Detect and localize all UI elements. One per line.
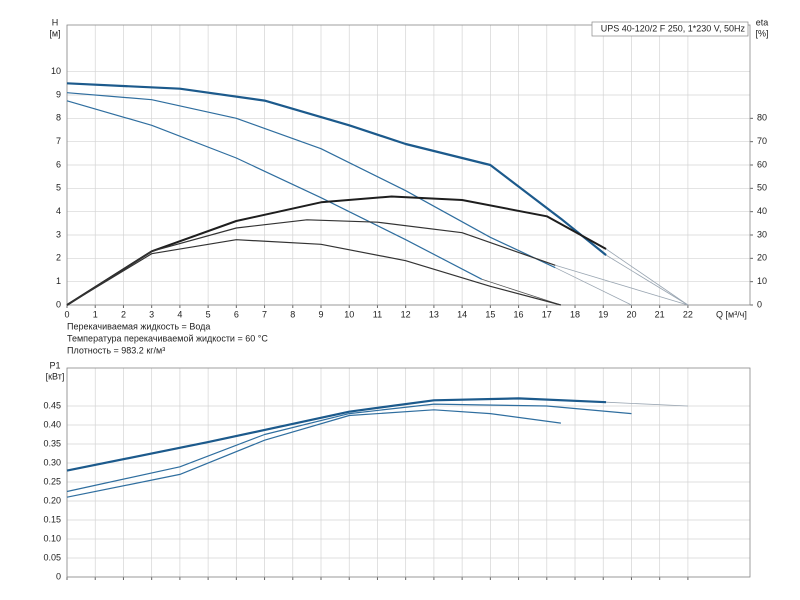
curve: [605, 248, 689, 306]
curve: [66, 219, 556, 306]
y2-axis-label: eta: [756, 17, 769, 27]
y-tick-label: 0: [56, 299, 61, 309]
title-box: [591, 21, 749, 37]
y2-tick-label: 70: [757, 136, 767, 146]
y-tick-label: 6: [56, 159, 61, 169]
curve: [66, 409, 561, 498]
x-tick-label: 8: [290, 309, 295, 319]
y-tick-label: 7: [56, 136, 61, 146]
y-axis-unit: [кВт]: [46, 371, 65, 381]
x-tick-label: 22: [683, 309, 693, 319]
y-axis-label: P1: [49, 360, 60, 370]
y-tick-label: 10: [51, 66, 61, 76]
y-tick-label: 5: [56, 183, 61, 193]
x-tick-label: 12: [401, 309, 411, 319]
annotation: Перекачиваемая жидкость = Вода: [67, 321, 210, 331]
x-tick-label: 16: [514, 309, 524, 319]
curve: [66, 239, 562, 306]
x-axis-label: Q [м³/ч]: [716, 309, 747, 319]
y-tick-label: 0.10: [43, 533, 61, 543]
y-tick-label: 8: [56, 113, 61, 123]
curve: [66, 397, 607, 472]
x-tick-label: 6: [234, 309, 239, 319]
curve: [481, 278, 562, 306]
y-tick-label: 0.40: [43, 419, 61, 429]
curve: [555, 264, 689, 306]
x-tick-label: 3: [149, 309, 154, 319]
chart-title: UPS 40-120/2 F 250, 1*230 V, 50Hz: [601, 23, 746, 33]
y-tick-label: 0.30: [43, 457, 61, 467]
x-tick-label: 4: [177, 309, 182, 319]
y2-tick-label: 80: [757, 113, 767, 123]
x-tick-label: 9: [319, 309, 324, 319]
y-axis-label: H: [52, 17, 59, 27]
y2-tick-label: 20: [757, 253, 767, 263]
x-tick-label: 1: [93, 309, 98, 319]
x-tick-label: 7: [262, 309, 267, 319]
y-tick-label: 0.15: [43, 514, 61, 524]
y-tick-label: 4: [56, 206, 61, 216]
y-tick-label: 0: [56, 571, 61, 581]
x-tick-label: 15: [485, 309, 495, 319]
x-tick-label: 19: [598, 309, 608, 319]
y-tick-label: 0.35: [43, 438, 61, 448]
x-tick-label: 13: [429, 309, 439, 319]
x-tick-label: 20: [626, 309, 636, 319]
annotation: Плотность = 983.2 кг/м³: [67, 345, 165, 355]
curve: [605, 254, 689, 306]
x-tick-label: 0: [64, 309, 69, 319]
y-tick-label: 0.25: [43, 476, 61, 486]
curve: [66, 100, 483, 280]
x-tick-label: 5: [206, 309, 211, 319]
y2-tick-label: 0: [757, 299, 762, 309]
x-tick-label: 2: [121, 309, 126, 319]
y-tick-label: 0.20: [43, 495, 61, 505]
curve: [66, 403, 632, 493]
y-tick-label: 0.05: [43, 552, 61, 562]
curve: [66, 82, 607, 256]
plot-frame: [66, 367, 751, 578]
curve: [606, 401, 688, 407]
plot-frame: [66, 24, 751, 306]
y2-tick-label: 60: [757, 159, 767, 169]
y-tick-label: 0.45: [43, 400, 61, 410]
x-tick-label: 14: [457, 309, 467, 319]
x-tick-label: 11: [373, 309, 382, 319]
x-tick-label: 18: [570, 309, 580, 319]
x-tick-label: 10: [344, 309, 354, 319]
curve: [555, 267, 632, 306]
y2-tick-label: 50: [757, 183, 767, 193]
curve: [66, 92, 556, 269]
y-tick-label: 1: [56, 276, 61, 286]
y2-axis-unit: [%]: [755, 28, 768, 38]
y-tick-label: 2: [56, 253, 61, 263]
y-axis-unit: [м]: [49, 28, 60, 38]
y-tick-label: 9: [56, 89, 61, 99]
y2-tick-label: 10: [757, 276, 767, 286]
x-tick-label: 21: [655, 309, 665, 319]
x-tick-label: 17: [542, 309, 552, 319]
y2-tick-label: 40: [757, 206, 767, 216]
annotation: Температура перекачиваемой жидкости = 60…: [67, 333, 268, 343]
curve: [66, 195, 607, 306]
y-tick-label: 3: [56, 229, 61, 239]
y2-tick-label: 30: [757, 229, 767, 239]
